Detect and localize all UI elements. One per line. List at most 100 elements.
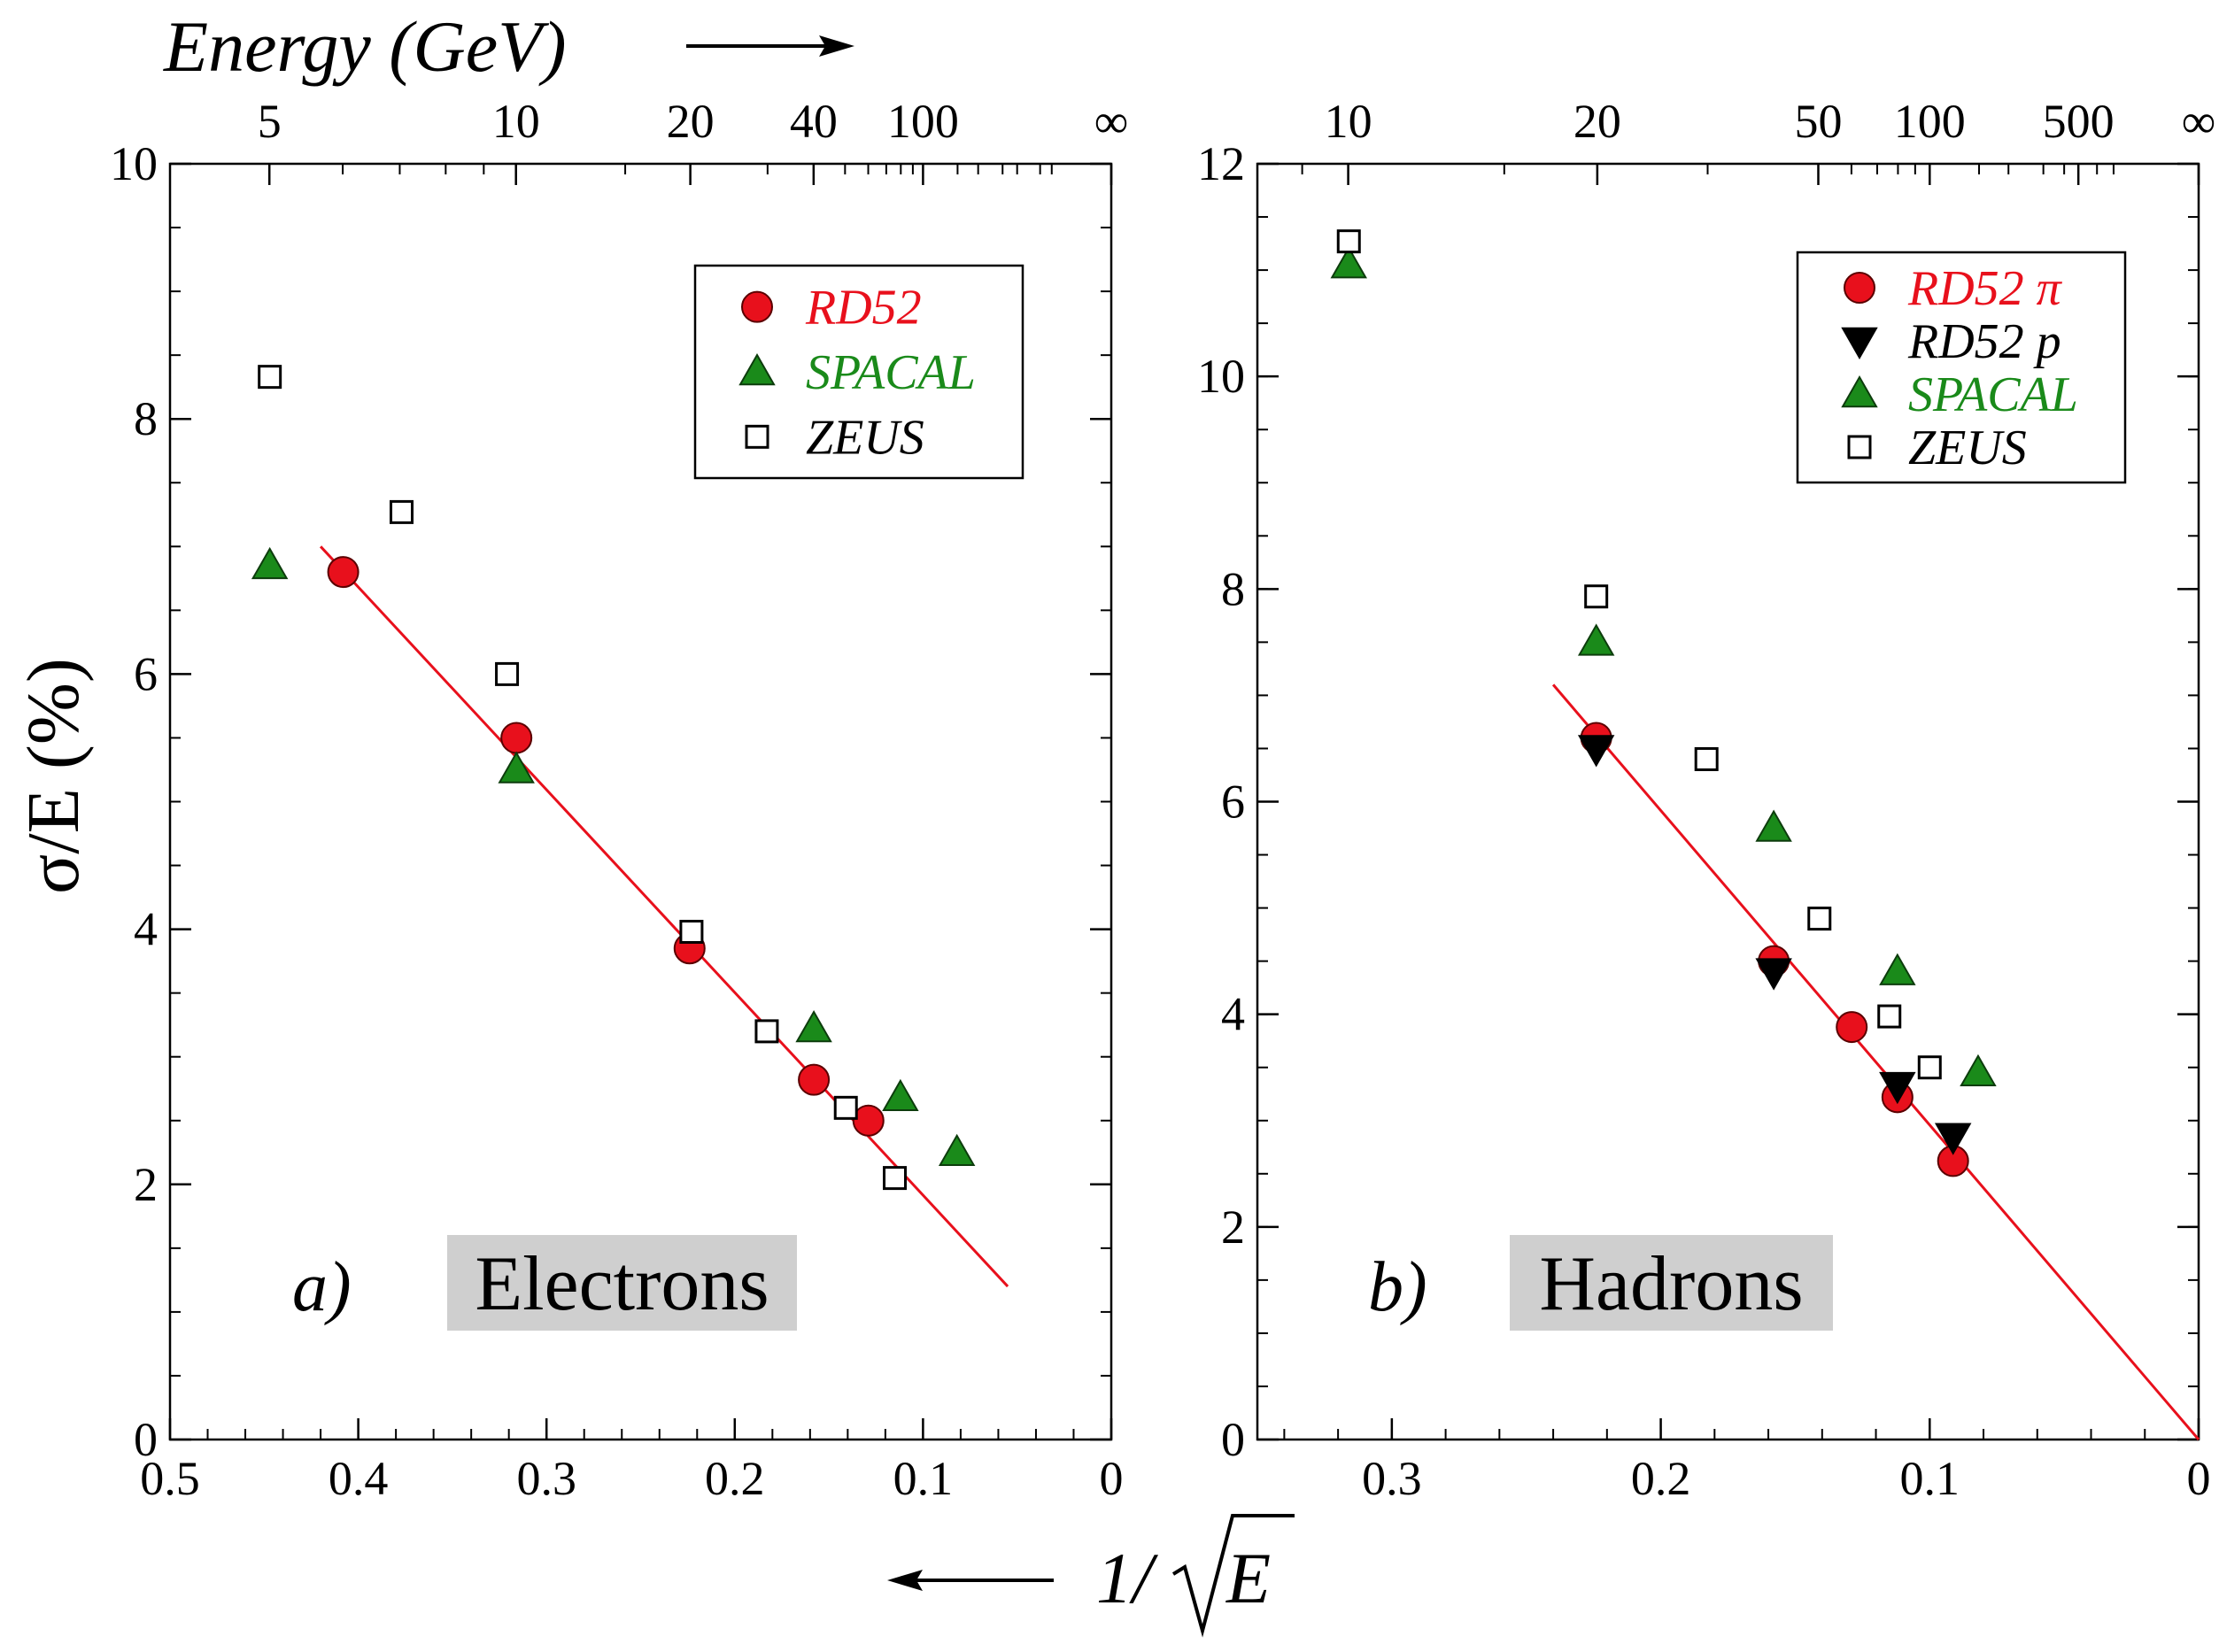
series-rd52-p: [1577, 735, 1972, 1155]
series-zeus: [1336, 229, 1942, 1080]
data-point: [883, 1166, 908, 1191]
legend-label: SPACAL: [806, 345, 976, 400]
y-tick-label: 0: [1221, 1413, 1245, 1466]
panel-title-bg: [1510, 1235, 1833, 1331]
panel-letter: a): [292, 1248, 352, 1326]
data-point: [251, 546, 289, 580]
data-point: [798, 1063, 831, 1096]
x-tick-label: 0.2: [1631, 1452, 1691, 1505]
legend: RD52 SPACAL ZEUS: [693, 264, 1024, 480]
data-point: [1807, 907, 1832, 931]
top-tick-label: 50: [1794, 95, 1842, 148]
bottom-axis-title: 1/ E: [887, 1514, 1295, 1638]
data-point: [1755, 809, 1792, 842]
x-tick-label: 0.3: [516, 1452, 576, 1505]
data-point: [1879, 953, 1916, 985]
y-tick-label: 2: [1221, 1200, 1245, 1254]
legend-marker: [741, 290, 773, 323]
data-point: [1879, 1071, 1916, 1105]
y-tick-label: 6: [134, 647, 158, 700]
series-zeus: [258, 365, 908, 1191]
data-point: [1694, 746, 1719, 771]
panel-title: Hadrons: [1539, 1241, 1803, 1327]
data-point: [795, 1009, 832, 1043]
legend-marker: [1841, 374, 1878, 408]
legend-marker: [738, 352, 776, 386]
top-tick-label: 5: [258, 95, 282, 148]
y-tick-label: 10: [1197, 350, 1245, 403]
x-tick-label: 0: [1100, 1452, 1124, 1505]
x-tick-label: 0.1: [893, 1452, 954, 1505]
bottom-axis-title-num: 1/: [1096, 1538, 1159, 1618]
y-tick-label: 4: [134, 903, 158, 956]
panel-title-bg: [447, 1235, 797, 1331]
top-tick-label: 40: [790, 95, 838, 148]
legend-marker: [745, 424, 769, 449]
data-point: [852, 1104, 885, 1137]
fit-line: [319, 545, 1009, 1288]
top-axis-title-text: Energy (GeV): [163, 6, 567, 87]
top-tick-label: ∞: [2182, 95, 2216, 148]
y-tick-label: 8: [1221, 562, 1245, 615]
panel-electrons: 0 2 4 6 8 10 0.5 0.4 0.3 0.2 0.1 0 5 10 20 40 100 ∞ RD52 SP…: [110, 95, 1128, 1505]
y-axis-title-text: σ/E (%): [12, 658, 95, 894]
y-tick-label: 12: [1197, 137, 1245, 190]
data-point: [389, 499, 414, 524]
legend-label: ZEUS: [806, 410, 924, 465]
x-tick-label: 0: [2187, 1452, 2211, 1505]
bottom-axis-title-var: E: [1225, 1538, 1271, 1618]
panel-letter: b): [1368, 1248, 1427, 1326]
fit-line: [1551, 683, 2200, 1440]
legend-marker: [1847, 435, 1872, 459]
data-point: [1577, 735, 1615, 768]
data-point: [500, 722, 533, 754]
y-tick-label: 6: [1221, 776, 1245, 829]
data-point: [679, 919, 704, 944]
top-tick-label: 10: [1325, 95, 1372, 148]
series-rd52-pi: [1580, 722, 1969, 1177]
y-tick-label: 10: [110, 137, 158, 190]
legend-label: RD52: [805, 281, 922, 336]
top-tick-label: 20: [667, 95, 715, 148]
data-point: [1330, 246, 1367, 279]
data-point: [1836, 1011, 1868, 1044]
data-point: [1584, 584, 1609, 609]
legend-marker: [1844, 272, 1875, 304]
top-tick-label: 100: [887, 95, 959, 148]
legend-marker: [1841, 327, 1878, 360]
x-tick-label: 0.2: [705, 1452, 765, 1505]
data-point: [498, 751, 535, 784]
data-point: [938, 1133, 976, 1167]
x-tick-label: 0.5: [140, 1452, 200, 1505]
data-point: [327, 556, 360, 589]
sqrt-radical-icon: [1171, 1514, 1295, 1638]
data-point: [1577, 623, 1615, 656]
right-arrow-icon: [686, 35, 854, 57]
series-spacal: [251, 546, 976, 1167]
y-tick-label: 2: [134, 1158, 158, 1211]
y-tick-label: 4: [1221, 988, 1245, 1041]
data-point: [1917, 1055, 1942, 1080]
series-spacal: [1330, 246, 1997, 1086]
x-tick-label: 0.3: [1362, 1452, 1422, 1505]
legend-label: SPACAL: [1908, 367, 2078, 422]
y-tick-label: 8: [134, 392, 158, 445]
data-point: [1934, 1123, 1972, 1155]
data-point: [833, 1095, 858, 1120]
left-arrow-icon: [887, 1570, 1054, 1591]
data-point: [1336, 229, 1361, 254]
top-tick-label: ∞: [1094, 95, 1129, 148]
data-point: [1877, 1004, 1902, 1029]
data-point: [1755, 958, 1792, 991]
legend-label: RD52 π: [1907, 261, 2063, 316]
top-tick-label: 20: [1573, 95, 1621, 148]
top-axis-title: Energy (GeV): [163, 6, 854, 87]
top-tick-label: 10: [492, 95, 540, 148]
panel-hadrons: 0 2 4 6 8 10 12 0.3 0.2 0.1 0 10 20 50 100 500 ∞ RD52 πRD…: [1197, 95, 2215, 1505]
x-tick-label: 0.4: [329, 1452, 389, 1505]
panel-title: Electrons: [475, 1241, 769, 1327]
y-tick-label: 0: [134, 1413, 158, 1466]
data-point: [882, 1078, 919, 1112]
